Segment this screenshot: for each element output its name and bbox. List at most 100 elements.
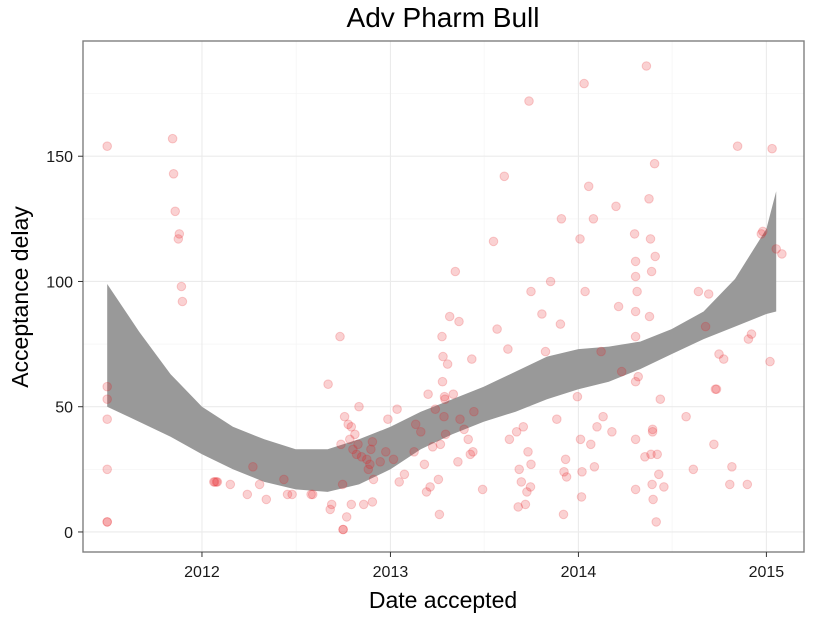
data-point bbox=[354, 401, 364, 412]
data-point bbox=[630, 376, 641, 387]
data-point bbox=[399, 469, 410, 480]
data-point bbox=[633, 371, 644, 382]
data-point bbox=[746, 329, 757, 339]
data-point bbox=[758, 226, 768, 237]
data-point bbox=[555, 319, 566, 329]
data-point bbox=[743, 334, 754, 344]
data-point bbox=[367, 497, 378, 507]
data-point bbox=[423, 389, 433, 400]
data-point bbox=[102, 517, 112, 527]
data-point bbox=[646, 266, 657, 277]
data-point bbox=[367, 437, 378, 447]
data-point bbox=[771, 244, 782, 254]
data-point bbox=[688, 464, 699, 475]
data-point bbox=[341, 512, 352, 522]
data-point bbox=[358, 499, 369, 510]
data-point bbox=[282, 489, 293, 500]
data-point bbox=[102, 414, 112, 425]
data-point bbox=[714, 349, 724, 359]
data-point bbox=[681, 411, 691, 422]
y-axis: 0 50 100 150 bbox=[46, 149, 83, 542]
data-point bbox=[629, 229, 640, 239]
data-point bbox=[459, 424, 469, 435]
data-point bbox=[437, 376, 448, 387]
data-point bbox=[765, 356, 775, 367]
data-point bbox=[368, 474, 379, 485]
data-point bbox=[307, 489, 318, 500]
data-point bbox=[465, 449, 476, 460]
ribbon-layer bbox=[107, 191, 777, 492]
data-point bbox=[718, 354, 729, 364]
data-point bbox=[709, 439, 719, 450]
data-point bbox=[394, 477, 405, 487]
confidence-ribbon bbox=[107, 191, 777, 492]
data-point bbox=[225, 479, 236, 490]
data-point bbox=[607, 427, 617, 437]
data-point bbox=[732, 141, 743, 151]
data-point bbox=[421, 487, 432, 497]
data-point bbox=[174, 229, 185, 239]
data-point bbox=[410, 419, 421, 430]
data-point bbox=[711, 384, 722, 395]
data-point bbox=[425, 482, 435, 492]
data-point bbox=[561, 472, 572, 482]
data-point bbox=[168, 169, 179, 179]
data-point bbox=[287, 489, 297, 500]
data-point bbox=[439, 391, 450, 402]
data-point bbox=[375, 457, 386, 467]
data-point bbox=[450, 266, 461, 277]
data-point bbox=[177, 296, 188, 307]
data-point bbox=[438, 351, 448, 362]
data-point bbox=[520, 499, 531, 510]
data-point bbox=[559, 467, 569, 477]
panel-border bbox=[82, 40, 805, 553]
x-axis-title: Date accepted bbox=[369, 587, 517, 613]
data-point bbox=[630, 434, 641, 445]
data-point bbox=[444, 311, 455, 322]
y-tick-label: 50 bbox=[55, 400, 73, 417]
data-point bbox=[589, 462, 600, 472]
data-point bbox=[392, 404, 402, 415]
data-point bbox=[616, 366, 627, 377]
data-point bbox=[248, 462, 258, 472]
data-point bbox=[504, 434, 515, 445]
data-point bbox=[356, 452, 367, 462]
data-point bbox=[170, 206, 180, 217]
data-point bbox=[647, 427, 658, 437]
data-point bbox=[492, 324, 502, 334]
data-point bbox=[651, 517, 662, 527]
data-point bbox=[630, 484, 641, 495]
data-point bbox=[383, 414, 393, 425]
data-point bbox=[336, 439, 346, 450]
points-layer bbox=[102, 61, 787, 535]
data-point bbox=[477, 484, 488, 495]
x-axis: 2012 2013 2014 2015 bbox=[184, 552, 784, 581]
data-point bbox=[503, 344, 513, 354]
data-point bbox=[440, 429, 451, 440]
data-point bbox=[575, 434, 586, 445]
data-point bbox=[560, 454, 571, 465]
data-point bbox=[366, 444, 376, 455]
data-point bbox=[703, 289, 714, 299]
data-point bbox=[613, 301, 624, 312]
data-point bbox=[381, 447, 391, 457]
data-point bbox=[363, 464, 374, 475]
data-point bbox=[727, 462, 737, 472]
data-point bbox=[579, 78, 589, 89]
data-point bbox=[641, 61, 652, 71]
data-point bbox=[648, 494, 658, 505]
data-point bbox=[467, 354, 477, 364]
data-point bbox=[650, 251, 661, 262]
data-point bbox=[209, 477, 219, 487]
y-tick-label: 150 bbox=[46, 149, 73, 166]
data-point bbox=[353, 439, 363, 450]
data-point bbox=[261, 494, 272, 505]
data-point bbox=[522, 487, 532, 497]
data-point bbox=[645, 234, 656, 244]
data-point bbox=[337, 479, 348, 490]
data-point bbox=[448, 389, 459, 400]
data-point bbox=[647, 424, 658, 435]
data-point bbox=[558, 509, 569, 520]
data-point bbox=[346, 499, 357, 510]
